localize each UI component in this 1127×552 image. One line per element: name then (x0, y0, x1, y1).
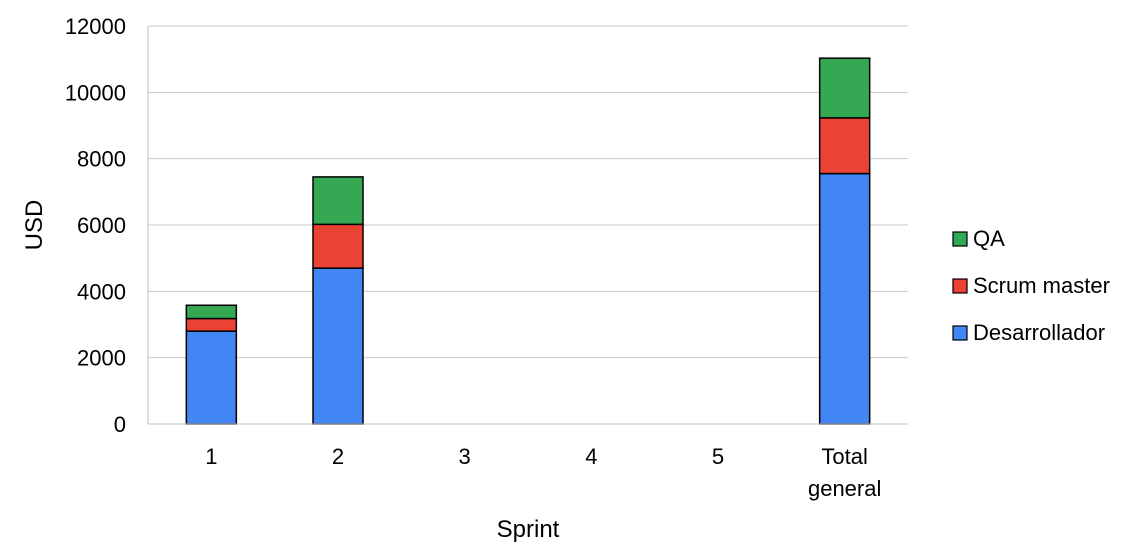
axes (147, 26, 908, 425)
legend-label: Desarrollador (973, 320, 1105, 345)
x-tick-label: general (808, 476, 881, 501)
x-tick-labels: 1 2 3 4 5 Total general (205, 444, 881, 501)
bar-segment-desarrollador (312, 267, 364, 425)
bar-segment-desarrollador (818, 172, 871, 425)
bars (185, 57, 871, 425)
y-tick-label: 2000 (77, 346, 126, 371)
y-axis-title: USD (21, 200, 48, 251)
legend-swatch (952, 278, 968, 294)
y-tick-labels: 0 2000 4000 6000 8000 10000 12000 (65, 14, 126, 437)
bar-segment-desarrollador (185, 330, 238, 425)
bar-segment-qa (818, 57, 871, 119)
x-tick-label: 2 (332, 444, 344, 469)
x-axis-title: Sprint (497, 516, 560, 543)
y-tick-label: 8000 (77, 147, 126, 172)
x-tick-label: 4 (585, 444, 597, 469)
y-tick-label: 12000 (65, 14, 126, 39)
x-tick-label: 1 (205, 444, 217, 469)
legend-label: Scrum master (973, 273, 1110, 298)
y-tick-label: 4000 (77, 279, 126, 304)
x-tick-label: Total (821, 444, 867, 469)
bar-segment-scrum-master (312, 223, 364, 269)
gridlines (148, 25, 908, 359)
y-tick-label: 0 (114, 412, 126, 437)
legend-swatch (952, 325, 968, 341)
y-tick-label: 6000 (77, 213, 126, 238)
y-tick-label: 10000 (65, 80, 126, 105)
bar-segment-qa (312, 176, 364, 226)
bar-segment-scrum-master (185, 317, 238, 332)
legend: QA Scrum master Desarrollador (952, 226, 1110, 345)
bar-segment-qa (185, 304, 238, 320)
x-tick-label: 5 (712, 444, 724, 469)
legend-label: QA (973, 226, 1005, 251)
bar-segment-scrum-master (818, 117, 871, 175)
x-tick-label: 3 (459, 444, 471, 469)
legend-swatch (952, 231, 968, 247)
